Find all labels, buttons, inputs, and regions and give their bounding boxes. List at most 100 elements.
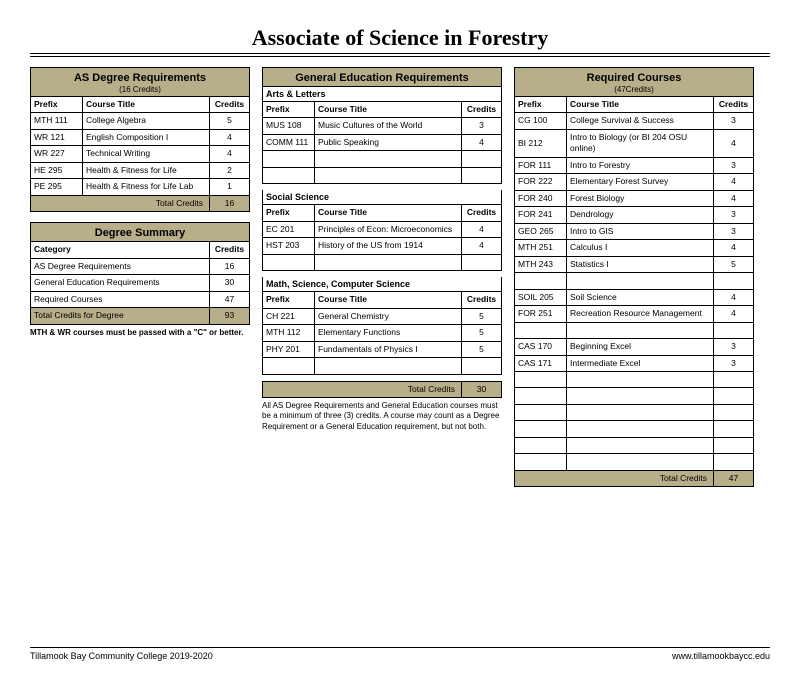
cell-credits: 4 bbox=[714, 240, 754, 256]
cell-prefix bbox=[515, 421, 567, 437]
cell-credits bbox=[714, 388, 754, 404]
table-row: AS Degree Requirements16 bbox=[31, 258, 250, 274]
cell-title: Music Cultures of the World bbox=[315, 118, 462, 134]
cell-title: Health & Fitness for Life Lab bbox=[83, 179, 210, 195]
table-row: EC 201Principles of Econ: Microeconomics… bbox=[263, 221, 502, 237]
cell-prefix: PHY 201 bbox=[263, 341, 315, 357]
cell-credits: 16 bbox=[210, 258, 250, 274]
req-col-credits: Credits bbox=[714, 97, 754, 113]
gened-subhead: Arts & Letters bbox=[262, 87, 502, 102]
cell-prefix bbox=[515, 273, 567, 289]
cell-title bbox=[567, 322, 714, 338]
table-row: GEO 265Intro to GIS3 bbox=[515, 223, 754, 239]
gened-heading-text: General Education Requirements bbox=[295, 72, 469, 84]
cell-prefix: COMM 111 bbox=[263, 134, 315, 150]
cell-prefix: CAS 170 bbox=[515, 339, 567, 355]
table-row: MTH 251Calculus I4 bbox=[515, 240, 754, 256]
cell-prefix: MTH 251 bbox=[515, 240, 567, 256]
cell-title: Dendrology bbox=[567, 207, 714, 223]
cell-prefix: HE 295 bbox=[31, 162, 83, 178]
cell-credits bbox=[462, 151, 502, 167]
summary-col-credits: Credits bbox=[210, 242, 250, 258]
cell-prefix: CH 221 bbox=[263, 308, 315, 324]
table-row bbox=[263, 358, 502, 374]
cell-credits bbox=[714, 371, 754, 387]
cell-credits bbox=[714, 454, 754, 470]
required-subheading: (47Credits) bbox=[517, 85, 751, 94]
cell-credits bbox=[462, 358, 502, 374]
required-total-label: Total Credits bbox=[515, 470, 714, 486]
cell-title: College Survival & Success bbox=[567, 113, 714, 129]
gened-subtable: PrefixCourse TitleCreditsMUS 108Music Cu… bbox=[262, 102, 502, 184]
cell-title: College Algebra bbox=[83, 113, 210, 129]
gened-total: 30 bbox=[462, 381, 502, 397]
col-credits: Credits bbox=[462, 205, 502, 221]
cell-prefix bbox=[515, 322, 567, 338]
cell-credits: 3 bbox=[714, 339, 754, 355]
cell-title bbox=[567, 404, 714, 420]
cell-prefix bbox=[263, 151, 315, 167]
cell-title: Principles of Econ: Microeconomics bbox=[315, 221, 462, 237]
table-row bbox=[263, 167, 502, 183]
table-row: COMM 111Public Speaking4 bbox=[263, 134, 502, 150]
as-requirements-block: AS Degree Requirements (16 Credits) Pref… bbox=[30, 67, 250, 212]
cell-title bbox=[315, 151, 462, 167]
col-title: Course Title bbox=[83, 97, 210, 113]
gened-footnote: All AS Degree Requirements and General E… bbox=[262, 401, 502, 432]
title-rule bbox=[30, 53, 770, 57]
summary-heading: Degree Summary bbox=[30, 222, 250, 242]
cell-title: General Chemistry bbox=[315, 308, 462, 324]
cell-category: Required Courses bbox=[31, 291, 210, 307]
cell-title: English Composition I bbox=[83, 129, 210, 145]
cell-title: Fundamentals of Physics I bbox=[315, 341, 462, 357]
cell-title: Intro to GIS bbox=[567, 223, 714, 239]
table-row bbox=[515, 371, 754, 387]
cell-credits: 5 bbox=[462, 325, 502, 341]
cell-credits bbox=[714, 273, 754, 289]
table-row: HST 203History of the US from 19144 bbox=[263, 238, 502, 254]
cell-category: General Education Requirements bbox=[31, 275, 210, 291]
summary-table: Category Credits AS Degree Requirements1… bbox=[30, 242, 250, 324]
table-row: General Education Requirements30 bbox=[31, 275, 250, 291]
cell-category: AS Degree Requirements bbox=[31, 258, 210, 274]
cell-credits: 4 bbox=[210, 129, 250, 145]
cell-prefix: CG 100 bbox=[515, 113, 567, 129]
cell-prefix: EC 201 bbox=[263, 221, 315, 237]
summary-footnote: MTH & WR courses must be passed with a "… bbox=[30, 328, 250, 338]
table-row: PHY 201Fundamentals of Physics I5 bbox=[263, 341, 502, 357]
cell-title: Intro to Forestry bbox=[567, 157, 714, 173]
table-row: CAS 170Beginning Excel3 bbox=[515, 339, 754, 355]
column-middle: General Education Requirements Arts & Le… bbox=[262, 67, 502, 432]
table-row: MTH 112Elementary Functions5 bbox=[263, 325, 502, 341]
col-prefix: Prefix bbox=[263, 292, 315, 308]
col-prefix: Prefix bbox=[31, 97, 83, 113]
col-prefix: Prefix bbox=[263, 205, 315, 221]
cell-prefix bbox=[515, 454, 567, 470]
cell-title bbox=[315, 254, 462, 270]
table-row bbox=[515, 404, 754, 420]
cell-prefix: HST 203 bbox=[263, 238, 315, 254]
cell-title bbox=[567, 371, 714, 387]
cell-prefix bbox=[515, 371, 567, 387]
cell-title: Soil Science bbox=[567, 289, 714, 305]
table-row bbox=[515, 454, 754, 470]
table-row: CH 221General Chemistry5 bbox=[263, 308, 502, 324]
cell-title bbox=[567, 437, 714, 453]
column-right: Required Courses (47Credits) Prefix Cour… bbox=[514, 67, 754, 487]
req-col-title: Course Title bbox=[567, 97, 714, 113]
cell-credits: 4 bbox=[210, 146, 250, 162]
cell-prefix: PE 295 bbox=[31, 179, 83, 195]
cell-prefix: FOR 240 bbox=[515, 190, 567, 206]
main-columns: AS Degree Requirements (16 Credits) Pref… bbox=[30, 67, 770, 487]
cell-credits: 1 bbox=[210, 179, 250, 195]
cell-credits: 4 bbox=[714, 174, 754, 190]
gened-total-label: Total Credits bbox=[263, 381, 462, 397]
cell-prefix bbox=[515, 404, 567, 420]
cell-credits: 3 bbox=[714, 157, 754, 173]
gened-block: General Education Requirements Arts & Le… bbox=[262, 67, 502, 432]
table-row bbox=[515, 388, 754, 404]
table-row: MTH 111College Algebra5 bbox=[31, 113, 250, 129]
cell-title bbox=[315, 358, 462, 374]
cell-credits: 4 bbox=[714, 289, 754, 305]
required-table: Prefix Course Title Credits CG 100Colleg… bbox=[514, 97, 754, 487]
